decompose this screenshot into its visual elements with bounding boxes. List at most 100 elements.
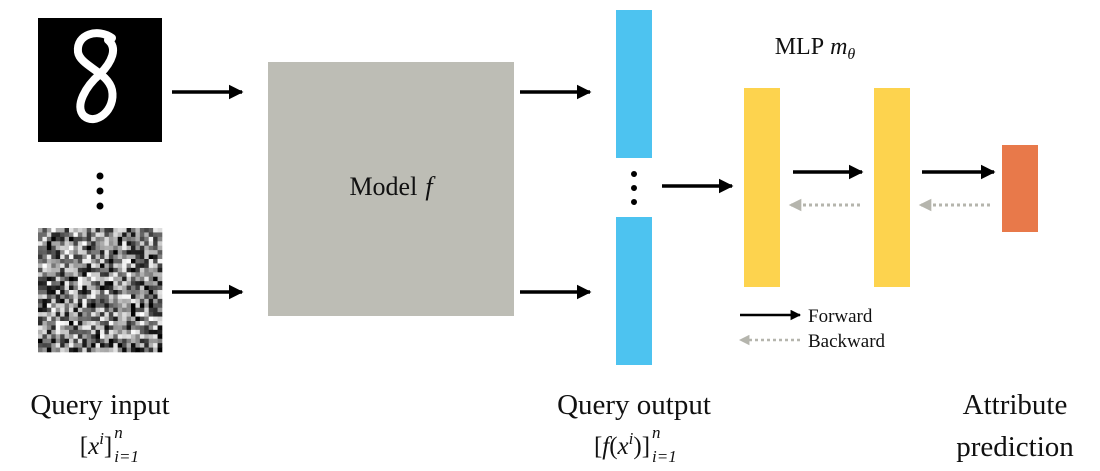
noise-pixel	[91, 343, 96, 348]
noise-pixel	[60, 299, 65, 304]
noise-pixel	[109, 339, 114, 344]
noise-pixel	[109, 330, 114, 335]
noise-pixel	[122, 250, 127, 255]
noise-pixel	[113, 263, 118, 268]
noise-pixel	[69, 334, 74, 339]
noise-pixel	[91, 268, 96, 273]
noise-pixel	[144, 263, 149, 268]
noise-pixel	[100, 246, 105, 251]
noise-pixel	[42, 312, 47, 317]
noise-pixel	[47, 241, 52, 246]
noise-pixel	[47, 330, 52, 335]
noise-pixel	[73, 334, 78, 339]
noise-pixel	[96, 241, 101, 246]
noise-pixel	[91, 250, 96, 255]
noise-pixel	[113, 250, 118, 255]
noise-pixel	[113, 317, 118, 322]
noise-pixel	[109, 303, 114, 308]
noise-pixel	[82, 343, 87, 348]
noise-pixel	[82, 294, 87, 299]
noise-pixel	[65, 308, 70, 313]
noise-pixel	[127, 294, 132, 299]
noise-pixel	[96, 263, 101, 268]
formula-upper: n	[114, 423, 123, 442]
noise-pixel	[42, 308, 47, 313]
noise-pixel	[135, 232, 140, 237]
noise-pixel	[127, 250, 132, 255]
noise-pixel	[113, 308, 118, 313]
prediction-bar	[1002, 145, 1038, 232]
noise-pixel	[104, 339, 109, 344]
noise-pixel	[82, 330, 87, 335]
noise-pixel	[140, 303, 145, 308]
noise-pixel	[38, 348, 43, 353]
noise-pixel	[56, 321, 61, 326]
noise-pixel	[113, 290, 118, 295]
noise-pixel	[42, 255, 47, 260]
noise-pixel	[109, 299, 114, 304]
noise-pixel	[113, 294, 118, 299]
noise-pixel	[69, 330, 74, 335]
noise-pixel	[140, 237, 145, 242]
noise-pixel	[47, 272, 52, 277]
noise-pixel	[144, 286, 149, 291]
noise-pixel	[109, 321, 114, 326]
noise-pixel	[47, 237, 52, 242]
noise-pixel	[42, 325, 47, 330]
noise-pixel	[144, 317, 149, 322]
noise-pixel	[149, 255, 154, 260]
noise-pixel	[113, 281, 118, 286]
formula-sub: i=1	[652, 447, 677, 466]
noise-pixel	[78, 317, 83, 322]
noise-pixel	[135, 321, 140, 326]
noise-pixel	[104, 312, 109, 317]
noise-pixel	[96, 237, 101, 242]
noise-pixel	[135, 343, 140, 348]
noise-pixel	[60, 325, 65, 330]
noise-pixel	[78, 339, 83, 344]
noise-pixel	[96, 290, 101, 295]
noise-pixel	[113, 237, 118, 242]
noise-pixel	[158, 272, 163, 277]
noise-pixel	[144, 250, 149, 255]
noise-pixel	[42, 272, 47, 277]
noise-pixel	[60, 334, 65, 339]
noise-pixel	[96, 232, 101, 237]
noise-pixel	[47, 303, 52, 308]
noise-pixel	[91, 277, 96, 282]
noise-pixel	[104, 330, 109, 335]
noise-pixel	[78, 237, 83, 242]
noise-pixel	[65, 330, 70, 335]
noise-pixel	[153, 259, 158, 264]
noise-pixel	[96, 277, 101, 282]
noise-pixel	[149, 290, 154, 295]
noise-pixel	[109, 255, 114, 260]
noise-pixel	[104, 246, 109, 251]
noise-pixel	[122, 343, 127, 348]
noise-pixel	[73, 255, 78, 260]
noise-pixel	[96, 334, 101, 339]
noise-pixel	[149, 259, 154, 264]
noise-pixel	[56, 228, 61, 233]
noise-pixel	[82, 246, 87, 251]
output-bar	[616, 217, 652, 365]
noise-pixel	[82, 286, 87, 291]
noise-pixel	[131, 308, 136, 313]
noise-pixel	[131, 330, 136, 335]
noise-pixel	[65, 272, 70, 277]
noise-pixel	[91, 281, 96, 286]
mlp-layer	[874, 88, 910, 287]
noise-pixel	[65, 334, 70, 339]
noise-pixel	[127, 312, 132, 317]
noise-pixel	[149, 308, 154, 313]
noise-pixel	[87, 237, 92, 242]
noise-pixel	[140, 272, 145, 277]
noise-pixel	[91, 317, 96, 322]
noise-pixel	[42, 277, 47, 282]
noise-pixel	[131, 294, 136, 299]
noise-pixel	[100, 294, 105, 299]
noise-pixel	[135, 294, 140, 299]
noise-pixel	[127, 299, 132, 304]
noise-pixel	[104, 228, 109, 233]
noise-pixel	[109, 246, 114, 251]
